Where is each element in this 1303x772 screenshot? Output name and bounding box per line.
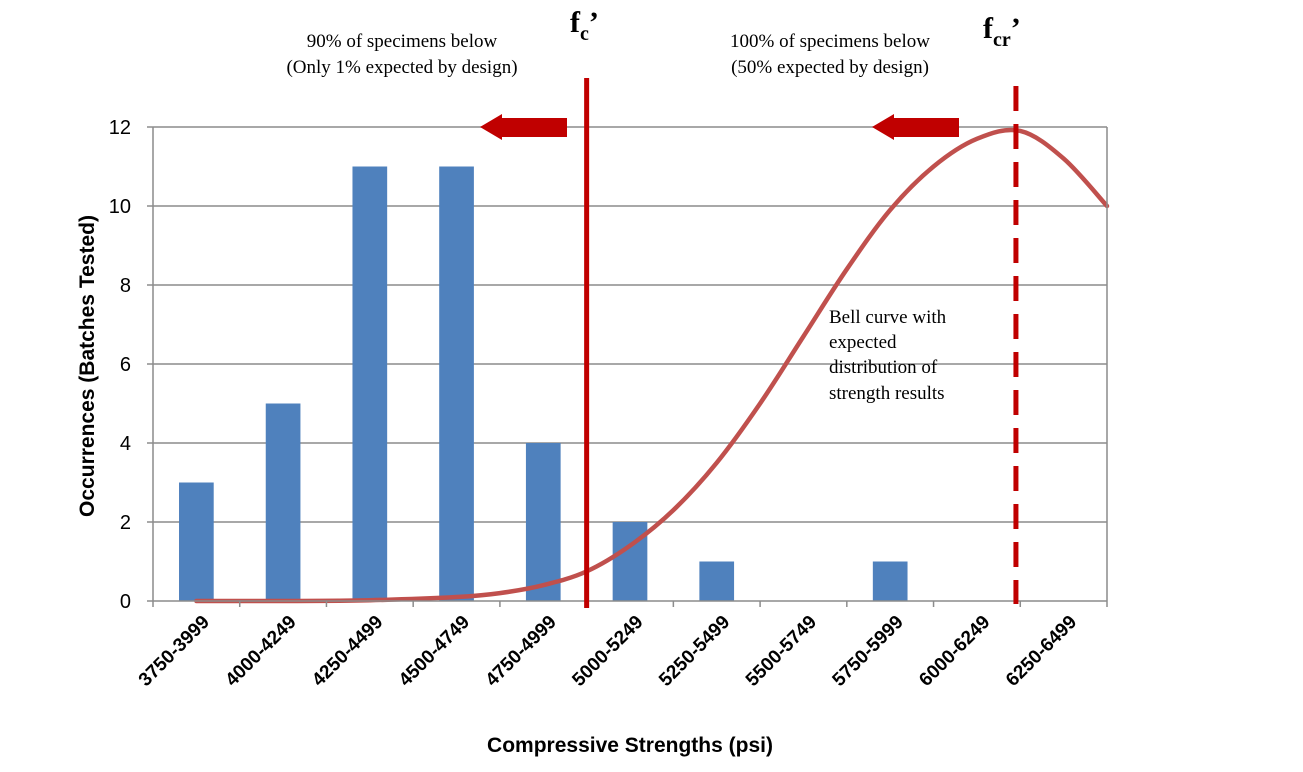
y-axis-title: Occurrences (Batches Tested) [76,215,99,517]
bar [265,403,301,601]
y-tick-label: 2 [120,512,131,534]
right-arrow-icon [872,114,959,140]
x-tick-label: 5500-5749 [742,612,821,691]
bell-curve-layer [194,127,1110,604]
x-tick-label: 5750-5999 [829,612,908,691]
y-tick-label: 6 [120,354,131,376]
bell-curve-label-4: strength results [829,383,945,404]
x-tick-label: 5000-5249 [568,612,647,691]
fcr-marker-prime: ’ [1011,12,1021,45]
x-tick-label: 3750-3999 [135,612,214,691]
y-tick-label: 10 [109,196,131,218]
annotation-left-line1: 90% of specimens below [307,31,498,52]
bars [179,166,908,601]
x-tick-label: 4000-4249 [222,612,301,691]
bar [699,561,735,601]
fcr-marker-label: fcr’ [983,12,1021,51]
y-tick-label: 0 [120,591,131,613]
y-tick-label: 4 [120,433,131,455]
axes [147,126,1108,607]
fc-marker-sub: c [580,23,589,45]
bar [352,166,388,601]
x-tick-label: 5250-5499 [655,612,734,691]
fc-marker-label: fc’ [570,6,599,45]
x-tick-label: 6000-6249 [915,612,994,691]
annotation-left-line2: (Only 1% expected by design) [286,57,517,78]
annotation-right-line2: (50% expected by design) [731,57,929,78]
bell-curve-line [194,127,1110,604]
fcr-marker-sub: cr [993,29,1011,51]
x-axis-title: Compressive Strengths (psi) [487,734,773,757]
y-tick-label: 12 [109,117,131,139]
bar [525,443,561,601]
x-tick-label: 4250-4499 [308,612,387,691]
fc-marker-f: f [570,6,581,39]
bar [612,522,648,601]
gridlines [153,126,1107,523]
bell-curve-label-1: Bell curve with [829,307,947,328]
y-tick-label: 8 [120,275,131,297]
fcr-marker-f: f [983,12,994,45]
bar [439,166,474,601]
x-tick-labels: 3750-3999 4000-4249 4250-4499 4500-4749 4750… [135,612,1081,691]
bell-curve-label-2: expected [829,332,897,353]
left-arrow-icon [480,114,567,140]
x-tick-label: 4500-4749 [395,612,474,691]
annotation-right-line1: 100% of specimens below [730,31,930,52]
y-tick-labels: 0 2 4 6 8 10 12 [109,117,131,613]
bell-curve-label-3: distribution of [829,357,938,378]
bar [872,561,908,601]
x-tick-label: 4750-4999 [482,612,561,691]
fc-marker-prime: ’ [589,6,599,39]
x-tick-label: 6250-6499 [1002,612,1081,691]
bar [179,482,214,601]
marker-lines [584,78,1019,608]
